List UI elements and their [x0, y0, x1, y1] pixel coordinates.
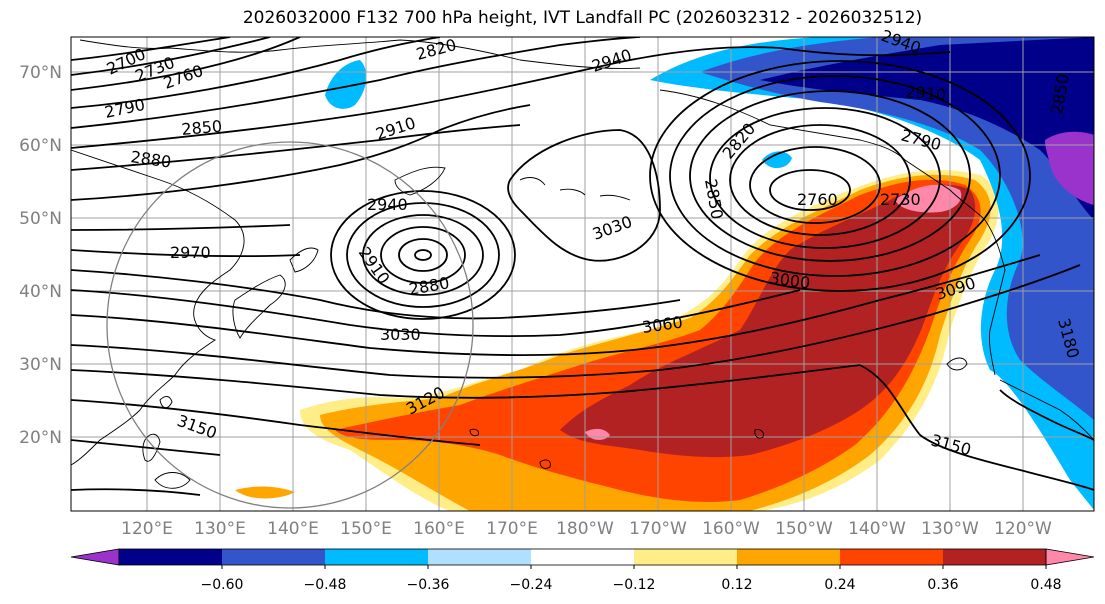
colorbar-bin [119, 549, 223, 565]
colorbar-bin [428, 549, 532, 565]
lat-label-60: 60°N [19, 136, 62, 156]
colorbar-bin [531, 549, 635, 565]
lon-label-160e: 160°E [413, 519, 465, 539]
contour-label-2850: 2850 [181, 117, 223, 139]
ivt-positive-shading [235, 170, 1094, 511]
colorbar-bin [737, 549, 841, 565]
lon-label-150w: 150°W [775, 519, 833, 539]
colorbar-extend-low [70, 548, 120, 566]
lon-label-170w: 170°W [629, 519, 687, 539]
colorbar-tick-label: −0.24 [510, 577, 553, 593]
lon-label-150e: 150°E [340, 519, 392, 539]
lon-label-170e: 170°E [486, 519, 538, 539]
colorbar-bin [840, 549, 944, 565]
colorbar-tick-label: 0.48 [1030, 577, 1061, 593]
lon-label-120e: 120°E [121, 519, 173, 539]
range-ring [106, 141, 474, 509]
lat-label-70: 70°N [19, 63, 62, 83]
lat-label-50: 50°N [19, 209, 62, 229]
contour-label-3030: 3030 [380, 325, 421, 344]
colorbar-frame [118, 548, 1047, 566]
lon-label-130e: 130°E [194, 519, 246, 539]
lon-label-120w: 120°W [994, 519, 1052, 539]
lat-label-30: 30°N [19, 355, 62, 375]
colorbar-tick-label: 0.12 [721, 577, 752, 593]
map-title: 2026032000 F132 700 hPa height, IVT Land… [242, 8, 923, 28]
contour-label-2730-b: 2730 [880, 190, 921, 209]
colorbar-bin [634, 549, 738, 565]
colorbar-tick-label: −0.60 [201, 577, 244, 593]
lon-label-140e: 140°E [267, 519, 319, 539]
contour-label-2940-b: 2940 [367, 195, 408, 214]
colorbar-bin [222, 549, 326, 565]
colorbar-tick-label: −0.36 [407, 577, 450, 593]
lat-label-20: 20°N [19, 428, 62, 448]
lon-label-160w: 160°W [702, 519, 760, 539]
ivt-negative-shading [325, 37, 1094, 510]
latitude-labels: 70°N 60°N 50°N 40°N 30°N 20°N [19, 63, 62, 448]
height-contours [71, 37, 1094, 496]
map-frame [70, 36, 1095, 512]
colorbar-tick-label: −0.12 [613, 577, 656, 593]
lon-label-140w: 140°W [848, 519, 906, 539]
colorbar-tick-label: 0.36 [927, 577, 958, 593]
lat-label-40: 40°N [19, 282, 62, 302]
lon-label-180w: 180°W [556, 519, 614, 539]
contour-label-2910-c: 2910 [905, 82, 947, 104]
colorbar-tick-label: 0.24 [824, 577, 855, 593]
contour-label-2970: 2970 [170, 243, 211, 262]
coastlines [71, 39, 1094, 489]
colorbar: −0.60 −0.48 −0.36 −0.24 −0.12 0.12 0.24 0.36 0.4… [70, 548, 1095, 593]
colorbar-tick-label: −0.48 [304, 577, 347, 593]
colorbar-extend-high [1045, 548, 1095, 566]
colorbar-bin [943, 549, 1047, 565]
contour-label-2760-b: 2760 [797, 190, 838, 209]
longitude-labels: 120°E 130°E 140°E 150°E 160°E 170°E 180°… [121, 519, 1052, 539]
lon-label-130w: 130°W [921, 519, 979, 539]
colorbar-bin [325, 549, 429, 565]
